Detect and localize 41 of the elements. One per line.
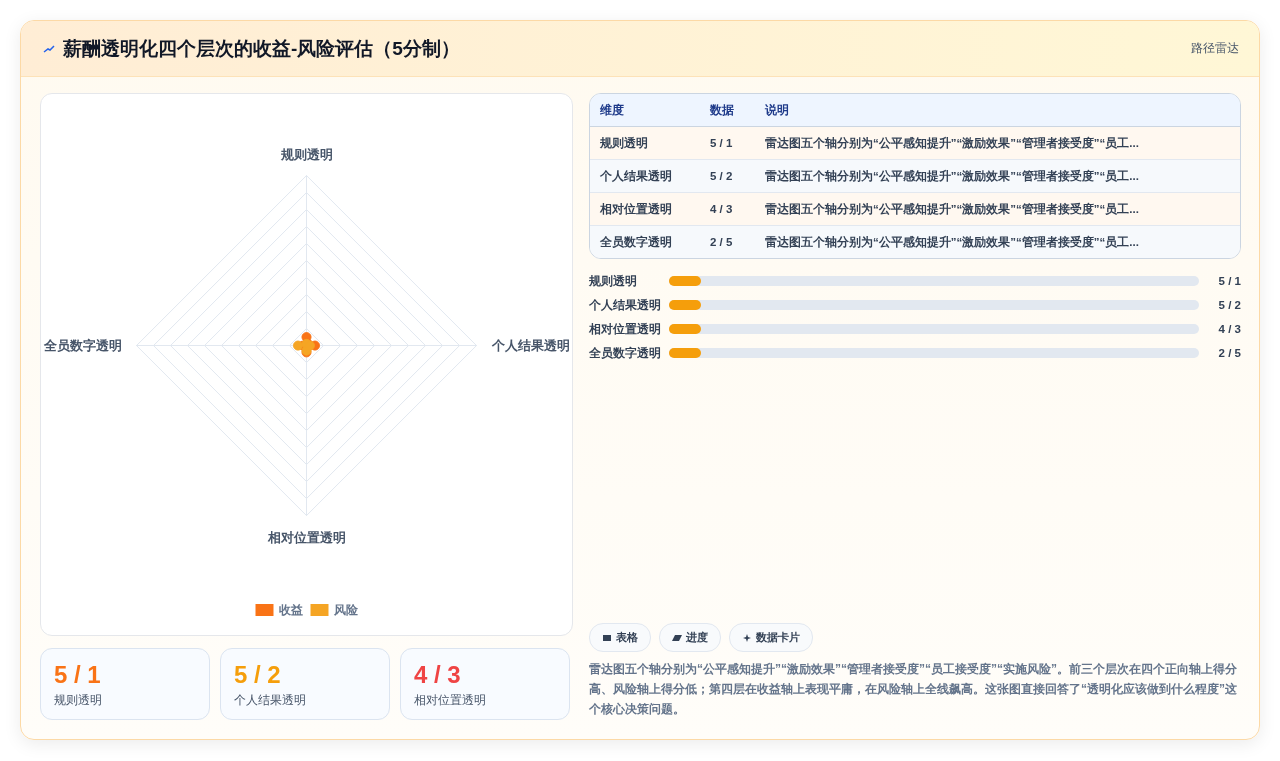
category-label: 全员数字透明 <box>589 346 661 359</box>
text: 5 / 2 <box>1218 299 1241 311</box>
text: 雷达图五个轴分别为“公平感知提升”“激励效果”“管理者接受度”“员工... <box>765 169 1139 182</box>
category-label: 全员数字透明 <box>599 234 673 250</box>
text: 5 / 2 <box>234 661 281 688</box>
category-label: 规则透明 <box>54 693 103 708</box>
category-label: 个人结果透明 <box>589 298 661 311</box>
text: 5 / 1 <box>710 137 733 149</box>
text: 维度 <box>599 101 625 119</box>
legend-label: 风险 <box>332 603 359 617</box>
text: 2 / 5 <box>710 236 733 248</box>
legend-label: 收益 <box>278 603 303 617</box>
category-label: 相对位置透明 <box>600 202 672 215</box>
text: 雷达图五个轴分别为“公平感知提升”“激励效果”“管理者接受度”“员工接受度”“实施风险”。前三个层次在四个正向轴上得分高、风险轴上得分低；第四层在收益轴上表现平庸，在风险轴上全线飙高。这张图直接回答了“透明化应该做到什么程度”这个核心决策问题。 <box>589 661 1238 718</box>
text: 数据 <box>710 101 735 119</box>
text: 进度 <box>659 623 721 652</box>
text: 5 / 1 <box>54 661 101 688</box>
chart-title: 薪酬透明化四个层次的收益-风险评估（5分制） <box>63 36 460 61</box>
text: 5 / 2 <box>710 170 733 182</box>
category-label: 规则透明 <box>589 274 637 287</box>
text: 说明 <box>765 101 789 119</box>
text: 雷达图五个轴分别为“公平感知提升”“激励效果”“管理者接受度”“员工... <box>765 202 1139 215</box>
text: 5 / 1 <box>1218 275 1241 287</box>
spoke-label: 个人结果透明 <box>490 338 570 354</box>
text: 路径雷达 <box>1191 40 1239 57</box>
text: 雷达图五个轴分别为“公平感知提升”“激励效果”“管理者接受度”“员工... <box>765 235 1139 248</box>
category-label: 相对位置透明 <box>414 693 487 708</box>
spoke-label: 相对位置透明 <box>266 529 346 545</box>
text: 4 / 3 <box>1218 323 1241 335</box>
text: 数据卡片 <box>729 623 813 652</box>
category-label: 个人结果透明 <box>234 693 307 708</box>
category-label: 规则透明 <box>600 136 648 149</box>
spoke-label: 规则透明 <box>279 146 333 162</box>
text: 2 / 5 <box>1218 347 1241 359</box>
category-label: 个人结果透明 <box>600 169 672 182</box>
text: 表格 <box>589 623 651 652</box>
spoke-label: 全员数字透明 <box>42 338 122 354</box>
text: 4 / 3 <box>710 203 733 215</box>
text: 4 / 3 <box>414 661 461 688</box>
category-label: 相对位置透明 <box>589 322 661 335</box>
text: 雷达图五个轴分别为“公平感知提升”“激励效果”“管理者接受度”“员工... <box>765 135 1139 151</box>
